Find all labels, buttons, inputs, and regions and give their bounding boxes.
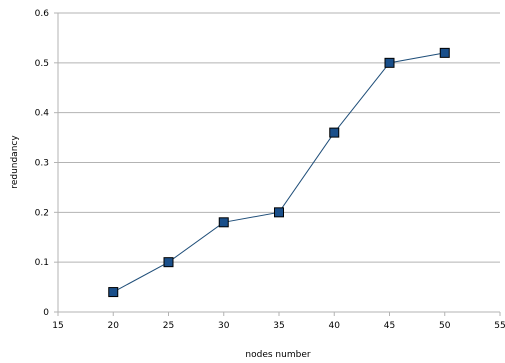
- y-tick-label: 0.4: [35, 109, 50, 119]
- y-axis-title: redundancy: [10, 135, 20, 189]
- x-tick-label: 50: [439, 321, 451, 331]
- axes: [54, 12, 501, 316]
- x-tick-label: 55: [494, 321, 505, 331]
- x-tick-label: 25: [163, 321, 174, 331]
- data-point-30: [218, 217, 229, 228]
- data-point-35: [274, 207, 284, 218]
- x-tick-label: 20: [108, 321, 120, 331]
- data-point-20: [108, 287, 119, 298]
- data-point-50: [439, 47, 450, 58]
- x-tick-label: 30: [218, 321, 230, 331]
- y-tick-label: 0.2: [35, 208, 49, 218]
- y-tick-label: 0.6: [35, 9, 50, 19]
- y-tick-labels: 0 0.1 0.2 0.3 0.4 0.5 0.6: [35, 9, 50, 318]
- data-point-25: [163, 257, 174, 268]
- y-tick-label: 0.3: [35, 159, 49, 169]
- grid: [58, 12, 500, 313]
- x-tick-label: 40: [329, 321, 341, 331]
- x-tick-labels: 15 20 25 30 35 40 45 50 55: [52, 321, 505, 331]
- x-tick-label: 45: [384, 321, 395, 331]
- y-tick-label: 0.1: [35, 258, 49, 268]
- series-line: [113, 52, 445, 293]
- x-tick-label: 35: [273, 321, 284, 331]
- y-tick-label: 0: [43, 308, 49, 318]
- x-tick-label: 15: [52, 321, 63, 331]
- data-point-40: [329, 127, 340, 138]
- series-group: [108, 47, 450, 298]
- data-point-45: [384, 57, 395, 68]
- y-tick-label: 0.5: [35, 59, 49, 69]
- x-axis-title: nodes number: [245, 350, 310, 360]
